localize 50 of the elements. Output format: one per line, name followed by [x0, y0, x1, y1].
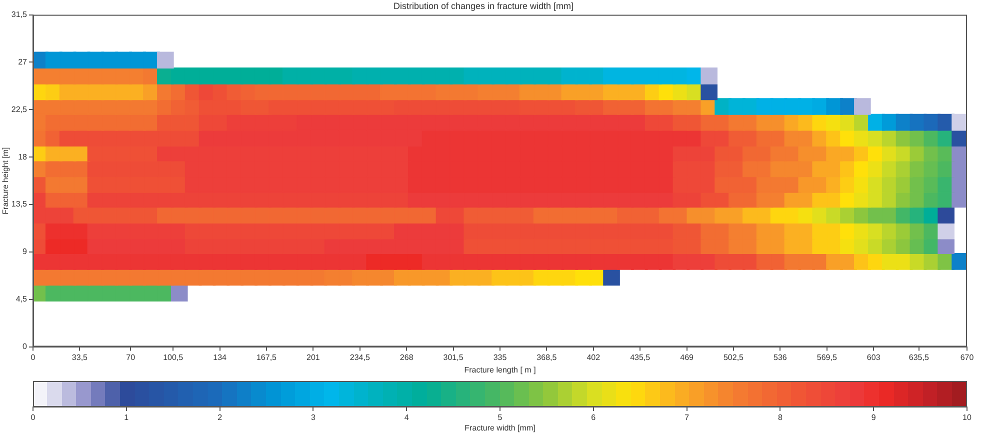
x-tick-label: 670 — [960, 352, 974, 362]
point — [157, 52, 174, 69]
y-axis-title: Fracture height [m] — [1, 147, 10, 214]
color-bar-label: 6 — [591, 413, 596, 422]
color-bar-label: 1 — [124, 413, 130, 422]
x-tick-label: 268 — [400, 352, 414, 362]
x-tick-label: 536 — [774, 352, 788, 362]
point — [603, 268, 620, 286]
color-bar-title: Fracture width [mm] — [464, 423, 536, 432]
x-tick-label: 402 — [586, 352, 601, 362]
y-tick-label: 4,5 — [16, 294, 28, 304]
x-axis-title: Fracture length [ m ] — [464, 365, 536, 374]
color-bar-label: 3 — [310, 413, 316, 422]
color-bar-label: 10 — [962, 413, 972, 422]
y-tick-label: 27 — [18, 57, 28, 66]
point — [854, 98, 871, 115]
point — [700, 83, 718, 100]
chart-title: Distribution of changes in fracture width [mm] — [393, 0, 574, 11]
point — [700, 68, 718, 84]
y-tick-label: 22,5 — [11, 104, 28, 114]
x-tick-label: 70 — [126, 352, 136, 362]
color-bar-label: 5 — [498, 413, 503, 422]
x-tick-label: 100,5 — [163, 352, 184, 362]
color-bar-label: 7 — [684, 413, 690, 422]
x-tick-label: 435,5 — [630, 352, 651, 362]
color-bar-label: 4 — [404, 413, 410, 422]
x-tick-label: 469 — [680, 352, 694, 362]
x-tick-label: 635,5 — [908, 352, 930, 362]
y-tick-label: 31,5 — [11, 10, 28, 20]
color-bar-label: 8 — [778, 413, 783, 422]
x-tick-label: 234,5 — [350, 352, 370, 362]
x-tick-label: 368,5 — [536, 352, 558, 362]
x-tick-label: 134 — [213, 352, 228, 362]
color-bar-label: 2 — [218, 413, 223, 422]
x-tick-label: 502,5 — [723, 352, 744, 362]
x-tick-label: 569,5 — [816, 352, 838, 362]
x-tick-label: 201 — [306, 352, 320, 362]
x-tick-label: 33,5 — [72, 352, 88, 362]
x-tick-label: 0 — [30, 352, 36, 362]
color-bar-label: 0 — [30, 413, 36, 422]
x-tick-label: 167,5 — [256, 352, 278, 362]
x-tick-label: 335 — [493, 352, 508, 362]
x-tick-label: 603 — [866, 352, 881, 362]
y-tick-label: 0 — [22, 342, 28, 352]
color-bar-label: 9 — [871, 413, 876, 422]
x-tick-label: 301,5 — [443, 352, 464, 362]
y-tick-label: 9 — [22, 247, 28, 256]
y-tick-label: 13,5 — [11, 200, 28, 209]
point — [170, 284, 188, 302]
y-tick-label: 18 — [18, 152, 28, 162]
